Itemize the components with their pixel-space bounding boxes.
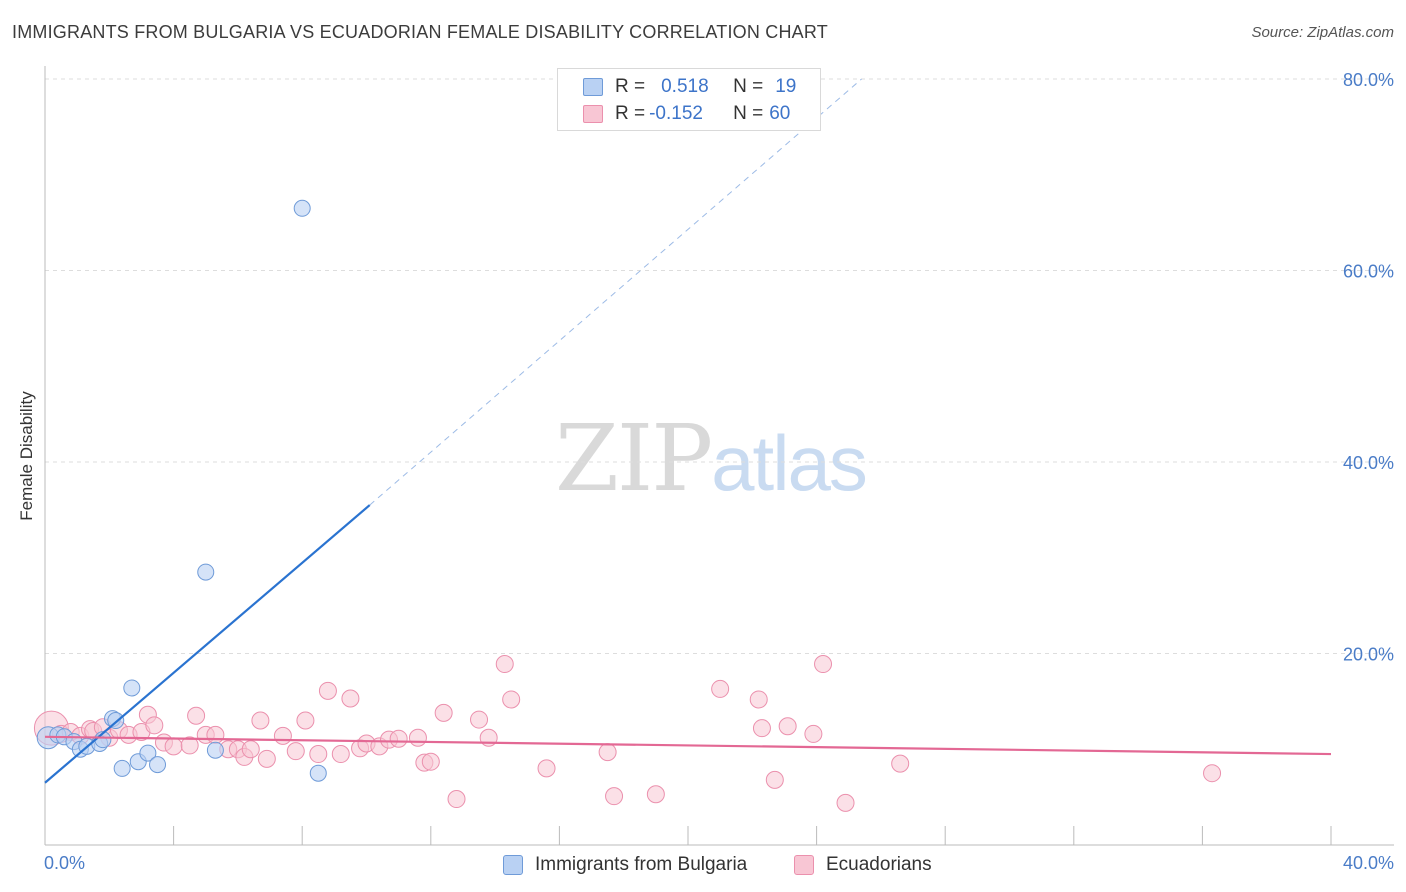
ecuadorians-point: [241, 740, 260, 759]
legend-n-value: 60: [769, 103, 791, 124]
bulgaria-point: [139, 744, 157, 762]
legend-n-label: N =: [733, 103, 764, 124]
ecuadorians-point: [537, 759, 556, 778]
ecuadorians-point: [646, 785, 665, 804]
ecuadorians-point: [180, 736, 199, 755]
correlation-legend: R = 0.518 N = 19 R = -0.152 N = 60: [557, 68, 821, 131]
y-tick-label: 60.0%: [1343, 262, 1394, 282]
watermark-zip: ZIP: [555, 405, 713, 512]
trend-lines: [44, 78, 1332, 784]
ecuadorians-point: [598, 743, 617, 762]
ecuadorians-point: [447, 790, 466, 809]
ecuadorians-point: [206, 725, 225, 744]
ecuadorians-point: [331, 745, 350, 764]
ecuadorians-trend-line: [44, 735, 1332, 756]
watermark-atlas: atlas: [711, 419, 868, 507]
legend-row-bulgaria: R = 0.518 N = 19: [558, 74, 796, 100]
legend-r-label: R =: [615, 76, 646, 97]
legend-r-value: -0.152: [649, 103, 703, 124]
ecuadorians-point: [318, 681, 337, 700]
bulgaria-point: [206, 741, 224, 759]
axes: [44, 66, 1394, 846]
ecuadorians-point: [765, 770, 784, 789]
legend-n-label: N =: [733, 76, 764, 97]
ecuadorians-point: [836, 793, 855, 812]
grid-lines: [45, 78, 1394, 654]
bulgaria-point: [123, 679, 141, 697]
x-tick-label: 0.0%: [44, 853, 85, 873]
legend-swatch-ecuadorians: [583, 105, 603, 123]
tick-labels: 20.0% 40.0% 60.0% 80.0% 0.0% 40.0%: [44, 70, 1394, 873]
legend-n-value: 19: [775, 76, 797, 97]
ecuadorians-point: [257, 749, 276, 768]
bottom-legend-label-ecuadorians: Ecuadorians: [826, 854, 932, 875]
ecuadorians-point: [296, 711, 315, 730]
bulgaria-point: [113, 759, 131, 777]
ecuadorians-point: [408, 728, 427, 747]
ecuadorians-point: [434, 703, 453, 722]
ecuadorians-point: [778, 717, 797, 736]
bulgaria-point: [293, 199, 311, 217]
ecuadorians-point: [804, 724, 823, 743]
bulgaria-trend-extension: [369, 78, 862, 506]
zipatlas-watermark: ZIPatlas: [555, 405, 868, 512]
ecuadorians-point: [341, 689, 360, 708]
legend-row-ecuadorians: R = -0.152 N = 60: [558, 101, 790, 127]
chart-title: IMMIGRANTS FROM BULGARIA VS ECUADORIAN F…: [12, 22, 828, 42]
ecuadorians-point: [711, 679, 730, 698]
y-tick-label: 80.0%: [1343, 70, 1394, 90]
ecuadorians-point: [495, 655, 514, 674]
ecuadorians-point: [164, 737, 183, 756]
bulgaria-point: [149, 756, 167, 774]
bottom-legend-label-bulgaria: Immigrants from Bulgaria: [535, 854, 748, 875]
legend-swatch-bulgaria: [583, 78, 603, 96]
ecuadorians-point: [752, 719, 771, 738]
ecuadorians-point: [605, 787, 624, 806]
ecuadorians-point: [814, 655, 833, 674]
ecuadorians-point: [286, 742, 305, 761]
bottom-legend-bulgaria: Immigrants from Bulgaria: [503, 852, 747, 878]
legend-r-label: R =: [615, 103, 646, 124]
ecuadorians-point: [421, 752, 440, 771]
legend-r-value: 0.518: [661, 76, 709, 97]
y-tick-label: 40.0%: [1343, 453, 1394, 473]
ecuadorians-point: [891, 754, 910, 773]
source-credit: Source: ZipAtlas.com: [1251, 24, 1394, 41]
ecuadorians-point: [309, 745, 328, 764]
bulgaria-point: [197, 563, 215, 581]
bottom-legend-ecuadorians: Ecuadorians: [794, 852, 932, 878]
y-tick-label: 20.0%: [1343, 645, 1394, 665]
x-tick-label: 40.0%: [1343, 853, 1394, 873]
ecuadorians-point: [187, 706, 206, 725]
ecuadorians-point: [251, 711, 270, 730]
ecuadorians-point: [502, 690, 521, 709]
bulgaria-point: [309, 764, 327, 782]
bottom-legend-swatch-bulgaria: [503, 855, 523, 875]
data-points: [33, 199, 1222, 812]
bottom-legend-swatch-ecuadorians: [794, 855, 814, 875]
ecuadorians-point: [470, 710, 489, 729]
ecuadorians-point: [273, 726, 292, 745]
ecuadorians-point: [389, 729, 408, 748]
ecuadorians-point: [749, 690, 768, 709]
ecuadorians-point: [1203, 764, 1222, 783]
ecuadorians-point: [145, 716, 164, 735]
